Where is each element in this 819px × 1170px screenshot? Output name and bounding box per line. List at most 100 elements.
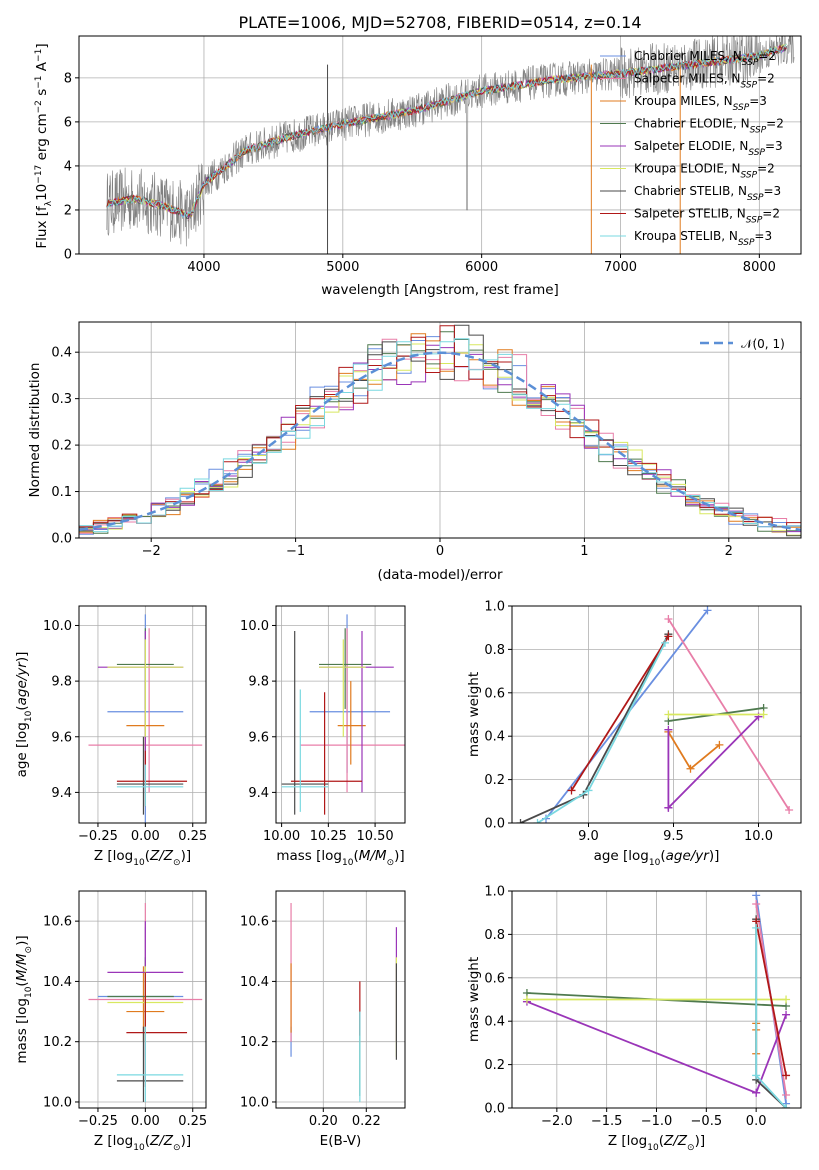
label-part: )]	[181, 1133, 192, 1149]
weight-line	[755, 927, 787, 1108]
label-part: Normed distribution	[27, 363, 43, 498]
panel-7: −2.0 −1.5 −1.0 −0.5 0.0 0.0 0.2 0.4 0.6 0.8 1.0 Z […	[466, 885, 802, 1153]
weight-line	[526, 1000, 787, 1094]
panel-1: −2 −1 0 1 2 0.0 0.1 0.2 0.3 0.4 (data-model)/error…	[27, 321, 802, 583]
label-part: )]	[709, 848, 720, 864]
axes-frame	[78, 605, 207, 824]
x-tick-label: 9.5	[663, 829, 684, 844]
weight-series	[664, 710, 768, 719]
plot-area	[281, 614, 405, 815]
label-part: )]	[14, 652, 30, 663]
label-part: (	[353, 848, 358, 864]
x-tick-label: 10.25	[310, 829, 347, 844]
label-part: ⊙	[24, 946, 34, 954]
y-axis-label: Flux [fλ10−17 erg cm−2 s−1 A−1]	[34, 43, 54, 248]
label-part: SSP	[750, 126, 767, 136]
y-tick-label: 8	[64, 71, 72, 86]
error-bar-point	[116, 750, 188, 807]
y-tick-label: 0.3	[51, 392, 72, 407]
x-tick-label: −0.5	[691, 1114, 723, 1129]
error-bar-point	[116, 736, 184, 815]
label-part: Kroupa STELIB, N	[634, 229, 738, 243]
x-tick-label: 0.22	[352, 1114, 381, 1129]
y-tick-label: 0.4	[484, 730, 505, 745]
label-part: erg cm	[34, 113, 50, 164]
label-part: (	[145, 848, 150, 864]
label-part: Kroupa MILES, N	[634, 94, 733, 108]
label-part: 10	[34, 184, 50, 201]
legend: 𝒩(0, 1)	[700, 337, 785, 351]
panel-0: 4000 5000 6000 7000 8000 0 2 4 6 8 PLATE=1006, MJD…	[34, 13, 802, 298]
error-bar-point	[97, 927, 184, 1057]
weight-series	[752, 917, 791, 1080]
x-axis-label: Z [log10(Z/Z⊙)]	[94, 848, 191, 868]
legend-label: Chabrier ELODIE, NSSP=2	[634, 117, 784, 136]
legend-label: Salpeter MILES, NSSP=2	[634, 72, 775, 91]
label-part: SSP	[748, 148, 765, 158]
label-part: Z/Z	[663, 1133, 688, 1149]
label-part: M/M	[14, 953, 30, 981]
weight-marker	[533, 819, 542, 823]
x-axis-label: age [log10(age/yr)]	[594, 848, 720, 868]
label-part: =2	[757, 72, 775, 86]
legend-label: Kroupa ELODIE, NSSP=2	[634, 162, 775, 181]
x-tick-label: −0.25	[78, 1114, 118, 1129]
error-bar-point	[116, 1026, 184, 1102]
legend-label: Kroupa STELIB, NSSP=3	[634, 229, 772, 248]
y-axis-label: age [log10(age/yr)]	[14, 652, 34, 778]
label-part: 10	[24, 710, 34, 722]
y-tick-label: 0.0	[484, 817, 505, 832]
axes-frame	[78, 35, 802, 255]
weight-series	[533, 638, 669, 823]
label-part: s	[34, 89, 50, 100]
y-axis-label: mass weight	[466, 957, 482, 1042]
label-part: (	[660, 848, 665, 864]
weight-marker	[752, 923, 761, 932]
y-tick-label: 0.8	[484, 643, 505, 658]
label-part: =2	[762, 207, 780, 221]
plot-area	[516, 606, 794, 823]
y-tick-label: 9.8	[51, 675, 72, 690]
plot-area	[522, 891, 791, 1108]
label-part: SSP	[742, 58, 759, 68]
y-tick-label: 0.8	[484, 928, 505, 943]
legend-label: Salpeter ELODIE, NSSP=3	[634, 139, 783, 158]
x-axis-label: wavelength [Angstrom, rest frame]	[321, 282, 559, 298]
label-part: )]	[14, 935, 30, 946]
label-part: (	[659, 1133, 664, 1149]
weight-marker	[782, 1090, 791, 1099]
plot-area	[88, 903, 203, 1102]
label-part: =3	[764, 184, 782, 198]
y-tick-label: 1.0	[484, 600, 505, 615]
y-tick-label: 9.6	[51, 730, 72, 745]
label-part: Z [log	[608, 1133, 647, 1149]
label-part: (	[145, 1133, 150, 1149]
error-bar-point	[281, 631, 329, 815]
y-tick-label: 0.6	[484, 686, 505, 701]
x-tick-label: 0.00	[131, 829, 160, 844]
label-part: A	[34, 61, 50, 75]
label-part: 10	[133, 1143, 145, 1153]
model-spectrum-line	[106, 47, 787, 219]
panel-2: −0.25 0.00 0.259.49.69.810.0Z [log10(Z/Z⊙)…	[14, 605, 207, 868]
weight-marker	[664, 615, 673, 624]
weight-marker	[752, 891, 761, 900]
y-tick-label: 0.2	[51, 439, 72, 454]
y-tick-label: 2	[64, 203, 72, 218]
x-tick-label: 6000	[465, 260, 498, 275]
weight-series	[522, 995, 791, 1004]
x-tick-label: −1.5	[591, 1114, 623, 1129]
label-part: λ	[44, 200, 54, 206]
y-tick-label: 0.2	[484, 773, 505, 788]
label-part: mass [log	[276, 848, 342, 864]
weight-series	[567, 632, 673, 795]
label-part: −1	[34, 49, 44, 62]
weight-marker	[664, 710, 673, 719]
x-tick-label: 2	[725, 544, 733, 559]
label-part: Z [log	[94, 848, 133, 864]
label-part: SSP	[741, 171, 758, 181]
histogram-step	[79, 325, 801, 538]
weight-line	[537, 642, 666, 823]
weight-marker	[703, 606, 712, 615]
label-part: ⊙	[387, 858, 395, 868]
